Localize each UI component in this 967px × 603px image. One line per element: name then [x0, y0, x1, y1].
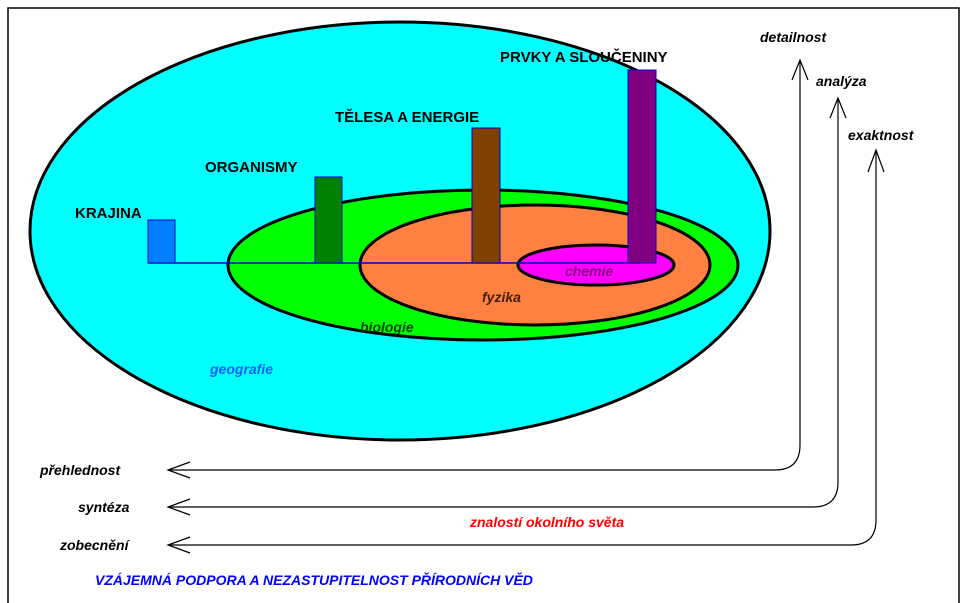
- field-label: geografie: [209, 361, 273, 377]
- field-label: biologie: [360, 319, 414, 335]
- arrow-top-label: exaktnost: [848, 127, 915, 143]
- bar: [314, 176, 343, 264]
- arrow: [170, 62, 801, 471]
- arrow-left-label: přehlednost: [39, 462, 121, 478]
- arrow-head: [166, 96, 847, 516]
- arrow-head: [166, 148, 885, 554]
- bar: [627, 69, 657, 264]
- bar: [147, 219, 176, 264]
- field-label: fyzika: [482, 289, 521, 305]
- arrow-left-label: syntéza: [78, 499, 130, 515]
- caption: VZÁJEMNÁ PODPORA A NEZASTUPITELNOST PŘÍR…: [95, 571, 533, 588]
- level-label: KRAJINA: [75, 205, 142, 222]
- arrow-left-label: zobecnění: [59, 537, 131, 553]
- field-label: chemie: [565, 263, 613, 279]
- arrow: [170, 100, 839, 508]
- arrows: [166, 58, 885, 554]
- level-label: PRVKY A SLOUČENINY: [500, 48, 668, 66]
- arrow-top-label: detailnost: [760, 29, 827, 45]
- level-label: ORGANISMY: [205, 159, 298, 176]
- arrow-head: [166, 58, 809, 479]
- note: znalostí okolního světa: [469, 514, 624, 530]
- level-label: TĚLESA A ENERGIE: [335, 108, 479, 126]
- bar: [471, 127, 501, 264]
- arrow-top-label: analýza: [816, 73, 867, 89]
- arrow: [170, 152, 877, 546]
